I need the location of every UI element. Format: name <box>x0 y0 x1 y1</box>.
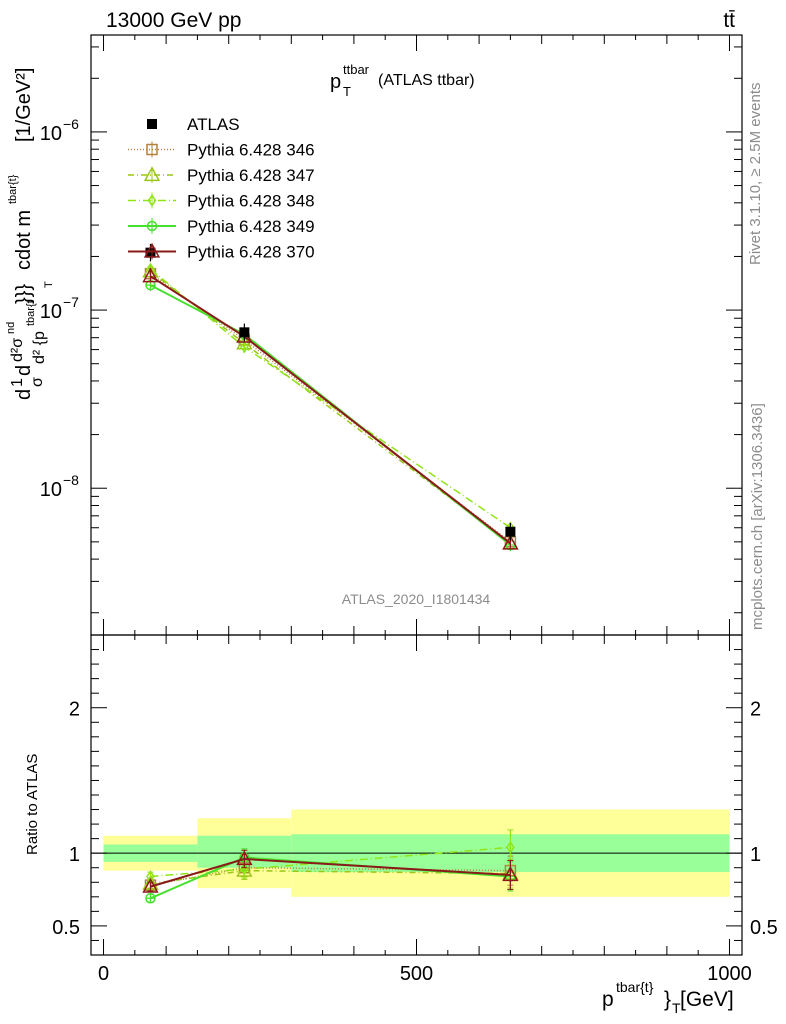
y-label-one: 1 <box>9 378 26 387</box>
ratio-y-tick-label: 2 <box>69 699 80 721</box>
series-point-main <box>239 340 249 354</box>
series-point-ratio <box>146 870 155 883</box>
y-label-unit: [1/GeV²] <box>13 68 35 142</box>
ratio-y-tick-label-right: 0.5 <box>750 917 778 939</box>
x-tick-label: 500 <box>400 963 433 985</box>
main-panel: 10−810−710−6 <box>40 34 743 636</box>
series-point-ratio <box>505 841 515 854</box>
ratio-y-tick-label: 1 <box>69 844 80 866</box>
y-label-frac-bot-sub: T <box>43 281 55 288</box>
y-tick-exp: −6 <box>63 116 79 132</box>
title-rest: (ATLAS ttbar) <box>378 72 475 89</box>
y-tick-base: 10 <box>40 479 62 501</box>
ratio-y-tick-label: 0.5 <box>52 917 80 939</box>
y-tick-exp: −8 <box>63 472 79 488</box>
series-point-main <box>142 267 159 283</box>
legend-marker-data <box>147 119 157 129</box>
y-axis-label: d 1 σ d d²σ nd d² {p tbar{t T }}} cdot m… <box>5 68 55 400</box>
y-tick-label: 10 −7 <box>40 294 79 323</box>
y-tick-label: 10 −8 <box>40 472 79 501</box>
ratio-panel: 0 500 1000 0.5 0.5 1 1 2 2 <box>52 634 778 985</box>
series-point-main <box>502 534 519 550</box>
header-process-label: tt̄ <box>723 9 735 32</box>
header-energy-label: 13000 GeV pp <box>106 9 241 32</box>
y-label-mid-sup: tbar{t} <box>7 174 19 204</box>
marker-diamond <box>239 340 249 354</box>
series-point-ratio <box>145 893 156 904</box>
marker-square-filled <box>147 119 157 129</box>
y-label-frac-bot: d² {p <box>31 331 48 364</box>
y-label-tail: }}} <box>13 284 35 304</box>
y-tick-base: 10 <box>40 123 62 145</box>
series-line-main <box>149 268 511 529</box>
x-label-sub: T <box>672 1000 681 1016</box>
legend-marker <box>143 166 161 182</box>
y-label-d2: d <box>13 365 35 376</box>
y-label-mid: cdot m <box>13 210 35 270</box>
legend-label: Pythia 6.428 348 <box>187 192 315 211</box>
legend-marker <box>143 242 161 258</box>
ratio-frame <box>90 634 743 956</box>
marker-square-filled <box>145 247 156 258</box>
series-line-main <box>150 284 512 546</box>
x-axis-label: p tbar{t} } T [GeV] <box>602 979 734 1016</box>
marker-triangle <box>142 267 159 283</box>
series-point-ratio <box>236 850 253 866</box>
marker-triangle <box>502 534 519 550</box>
svg-text:p: p <box>330 71 341 93</box>
ratio-y-tick-label-right: 2 <box>750 699 761 721</box>
marker-diamond <box>147 194 157 207</box>
legend-label-data: ATLAS <box>187 115 240 134</box>
x-tick-label: 1000 <box>707 963 752 985</box>
x-tick-label: 0 <box>98 963 109 985</box>
marker-diamond <box>146 870 155 883</box>
legend: ATLAS Pythia 6.428 346 Pythia 6.428 347 Pyt… <box>128 115 315 262</box>
x-label-unit: [GeV] <box>680 988 734 1011</box>
ratio-y-tick-label-right: 1 <box>750 844 761 866</box>
data-point <box>239 327 250 338</box>
x-label-main: p <box>602 988 614 1011</box>
marker-diamond <box>505 841 515 854</box>
marker-square-filled <box>505 526 516 537</box>
plot-title: p ttbar T (ATLAS ttbar) <box>330 62 475 99</box>
y-label-d1: d <box>13 389 35 400</box>
title-sup: ttbar <box>343 62 370 77</box>
marker-triangle <box>143 166 161 182</box>
rivet-version-label: Rivet 3.1.10, ≥ 2.5M events <box>747 83 764 266</box>
legend-label: Pythia 6.428 349 <box>187 217 315 236</box>
marker-triangle <box>143 242 161 258</box>
marker-triangle <box>142 877 159 893</box>
marker-square-filled <box>239 327 250 338</box>
series-point-ratio <box>502 866 519 882</box>
x-label-sup: tbar{t} <box>616 979 654 995</box>
data-point <box>145 247 156 258</box>
y-label-frac-top-sup: nd <box>5 322 17 334</box>
marker-square <box>146 143 158 156</box>
y-tick-base: 10 <box>40 301 62 323</box>
series-point-ratio <box>142 877 159 893</box>
data-point <box>505 526 516 537</box>
y-tick-exp: −7 <box>63 294 79 310</box>
marker-triangle <box>502 866 519 882</box>
title-sub: T <box>343 84 351 99</box>
title-main: p <box>330 71 341 93</box>
y-tick-label: 10 −6 <box>40 116 79 145</box>
x-label-brace: } <box>664 988 671 1011</box>
y-label-frac-top: d²σ <box>9 338 26 362</box>
y-label-frac-bot-sup: tbar{t <box>25 300 37 326</box>
y-label-sigma: σ <box>29 377 46 387</box>
legend-marker <box>147 194 157 207</box>
ratio-axis-label: Ratio to ATLAS <box>24 754 41 855</box>
legend-label: Pythia 6.428 347 <box>187 166 315 185</box>
legend-label: Pythia 6.428 370 <box>187 243 315 262</box>
legend-label: Pythia 6.428 346 <box>187 141 315 160</box>
analysis-watermark: ATLAS_2020_I1801434 <box>342 591 491 607</box>
legend-marker <box>146 143 158 156</box>
marker-triangle <box>236 850 253 866</box>
legend-marker <box>146 220 158 232</box>
mcplots-label: mcplots.cern.ch [arXiv:1306.3436] <box>749 403 766 630</box>
